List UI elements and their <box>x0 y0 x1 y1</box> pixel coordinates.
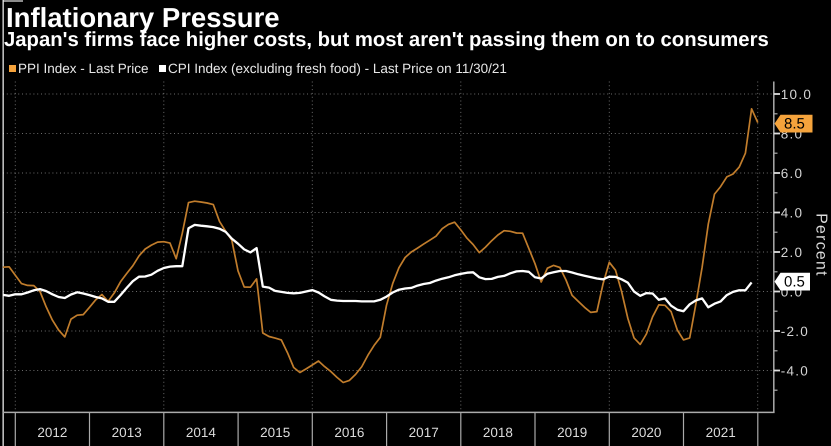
svg-text:2016: 2016 <box>334 425 364 440</box>
svg-text:10.0: 10.0 <box>781 87 812 102</box>
svg-text:2021: 2021 <box>706 425 736 440</box>
svg-text:2018: 2018 <box>483 425 513 440</box>
svg-text:2014: 2014 <box>186 425 217 440</box>
svg-text:2.0: 2.0 <box>781 245 804 260</box>
svg-text:4.0: 4.0 <box>781 205 804 220</box>
svg-text:2017: 2017 <box>409 425 439 440</box>
svg-text:6.0: 6.0 <box>781 166 804 181</box>
svg-text:Percent: Percent <box>813 213 830 277</box>
svg-text:0.5: 0.5 <box>784 274 805 291</box>
svg-text:2013: 2013 <box>112 425 142 440</box>
svg-text:2020: 2020 <box>631 425 661 440</box>
svg-text:2015: 2015 <box>260 425 290 440</box>
svg-text:2012: 2012 <box>37 425 67 440</box>
svg-text:2019: 2019 <box>557 425 587 440</box>
svg-text:8.5: 8.5 <box>784 116 805 133</box>
svg-text:-2.0: -2.0 <box>781 324 809 339</box>
svg-text:-4.0: -4.0 <box>781 363 809 378</box>
